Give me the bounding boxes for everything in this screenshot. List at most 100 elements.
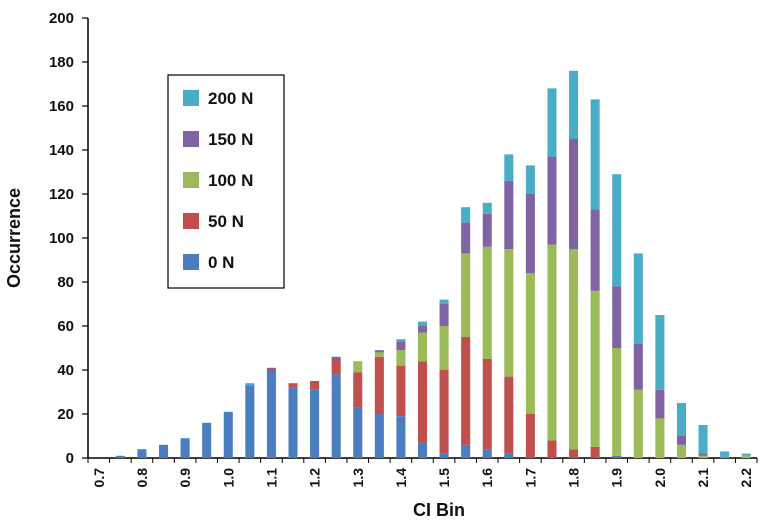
bar-segment-200n-2.2: [741, 453, 751, 456]
bar-segment-100n-2.05: [676, 444, 686, 458]
legend-label: 0 N: [208, 253, 234, 272]
bar-segment-0n-1.25: [331, 374, 341, 458]
bar-segment-150n-1.6: [482, 213, 492, 247]
x-tick-label: 0.8: [134, 468, 150, 488]
bar-segment-200n-2.15: [720, 451, 730, 458]
x-tick-label: 2.2: [738, 468, 754, 488]
legend-swatch: [183, 172, 199, 188]
bar-segment-50n-1.7: [525, 414, 535, 458]
bar-segment-50n-1.55: [461, 337, 471, 445]
bar-segment-50n-1.25: [331, 359, 341, 375]
bar-segment-0n-1.15: [288, 387, 298, 458]
bar-segment-200n-1.5: [439, 299, 449, 304]
bar-segment-100n-1.35: [374, 352, 384, 357]
bar-segment-0n-1.45: [417, 442, 428, 458]
bar-segment-0n-1.3: [353, 407, 363, 458]
bar-segment-0n-0.75: [115, 455, 125, 458]
y-tick-label: 180: [49, 54, 74, 71]
x-tick-label: 1.7: [522, 468, 538, 488]
bar-segment-100n-1.65: [504, 249, 514, 377]
bar-segment-100n-1.7: [525, 273, 535, 414]
bar-segment-0n-1.6: [482, 449, 492, 458]
bar-segment-200n-1.4: [396, 339, 406, 342]
bar-segment-150n-1.45: [417, 326, 428, 333]
legend-swatch: [183, 131, 199, 147]
x-tick-label: 1.2: [307, 468, 323, 488]
legend-label: 50 N: [208, 212, 244, 231]
x-tick-label: 2.1: [695, 468, 711, 488]
bar-segment-50n-1.85: [590, 447, 600, 458]
bar-segment-200n-2.1: [698, 425, 708, 454]
bar-segment-100n-1.55: [461, 253, 471, 337]
legend-swatch: [183, 90, 199, 106]
x-tick-label: 0.9: [177, 468, 193, 488]
y-axis-ticks: 0 20 40 60 80 100 120 140 160 180 200: [49, 10, 88, 467]
bar-segment-150n-1.25: [331, 356, 341, 359]
bars: [115, 70, 751, 458]
y-tick-label: 40: [57, 362, 74, 379]
bar-segment-50n-1.65: [504, 376, 514, 454]
bar-segment-150n-1.75: [547, 156, 557, 245]
bar-segment-200n-1.55: [461, 207, 471, 223]
bar-segment-150n-1.55: [461, 222, 471, 254]
bar-segment-100n-1.3: [353, 361, 363, 373]
x-tick-label: 1.4: [393, 468, 409, 488]
bar-segment-50n-1.2: [310, 381, 320, 390]
bar-segment-200n-2.0: [655, 315, 665, 390]
bar-segment-100n-1.75: [547, 244, 557, 441]
bar-segment-150n-1.35: [374, 350, 384, 353]
bar-segment-50n-1.8: [569, 449, 579, 458]
legend-swatch: [183, 213, 199, 229]
bar-segment-50n-1.3: [353, 372, 363, 408]
x-tick-label: 1.5: [436, 468, 452, 488]
legend-swatch: [183, 254, 199, 270]
x-tick-label: 0.7: [91, 468, 107, 488]
bar-segment-0n-1.5: [439, 453, 449, 458]
bar-segment-200n-1.45: [417, 321, 428, 326]
bar-segment-0n-1.4: [396, 416, 406, 458]
x-tick-label: 1.9: [609, 468, 625, 488]
bar-segment-200n-2.05: [676, 403, 686, 436]
x-axis-title: CI Bin: [413, 500, 465, 520]
bar-segment-0n-0.95: [202, 422, 212, 458]
bar-segment-150n-2.05: [676, 436, 686, 445]
y-tick-label: 0: [66, 450, 74, 467]
bar-segment-100n-1.45: [417, 332, 428, 362]
bar-segment-50n-1.35: [374, 356, 384, 414]
bar-segment-200n-1.75: [547, 88, 557, 157]
bar-segment-100n-1.5: [439, 326, 449, 370]
bar-segment-50n-1.5: [439, 370, 449, 454]
y-tick-label: 200: [49, 10, 74, 27]
bar-segment-0n-1.05: [245, 385, 255, 458]
x-tick-label: 1.0: [220, 468, 236, 488]
bar-segment-150n-1.5: [439, 304, 449, 326]
y-tick-label: 120: [49, 186, 74, 203]
bar-segment-200n-1.85: [590, 99, 600, 210]
y-axis-title: Occurrence: [4, 188, 24, 288]
bar-segment-150n-1.8: [569, 139, 579, 249]
x-tick-label: 1.8: [566, 468, 582, 488]
y-tick-label: 80: [57, 274, 74, 291]
bar-segment-100n-1.8: [569, 249, 579, 450]
bar-segment-150n-1.4: [396, 341, 406, 351]
bar-segment-150n-2.1: [698, 453, 708, 456]
bar-segment-150n-1.95: [633, 343, 643, 390]
y-tick-label: 20: [57, 406, 74, 423]
legend-label: 150 N: [208, 130, 253, 149]
legend: 200 N 150 N 100 N 50 N 0 N: [167, 74, 285, 289]
y-tick-label: 160: [49, 98, 74, 115]
bar-segment-0n-1.35: [374, 414, 384, 458]
y-tick-label: 140: [49, 142, 74, 159]
x-axis-ticks: 0.7 0.8 0.9 1.0 1.1 1.2 1.3 1.4 1.5 1.6 1.7 1.8 1.9 2…: [87, 458, 758, 488]
x-tick-label: 1.1: [263, 468, 279, 488]
bar-segment-200n-1.7: [525, 165, 535, 194]
x-tick-label: 1.3: [350, 468, 366, 488]
y-tick-label: 60: [57, 318, 74, 335]
bar-segment-0n-0.9: [180, 438, 190, 458]
bar-segment-50n-1.45: [417, 361, 428, 443]
bar-segment-150n-1.7: [525, 194, 535, 274]
bar-segment-0n-0.8: [137, 449, 147, 458]
bar-segment-100n-1.85: [590, 290, 600, 447]
x-tick-label: 1.6: [479, 468, 495, 488]
